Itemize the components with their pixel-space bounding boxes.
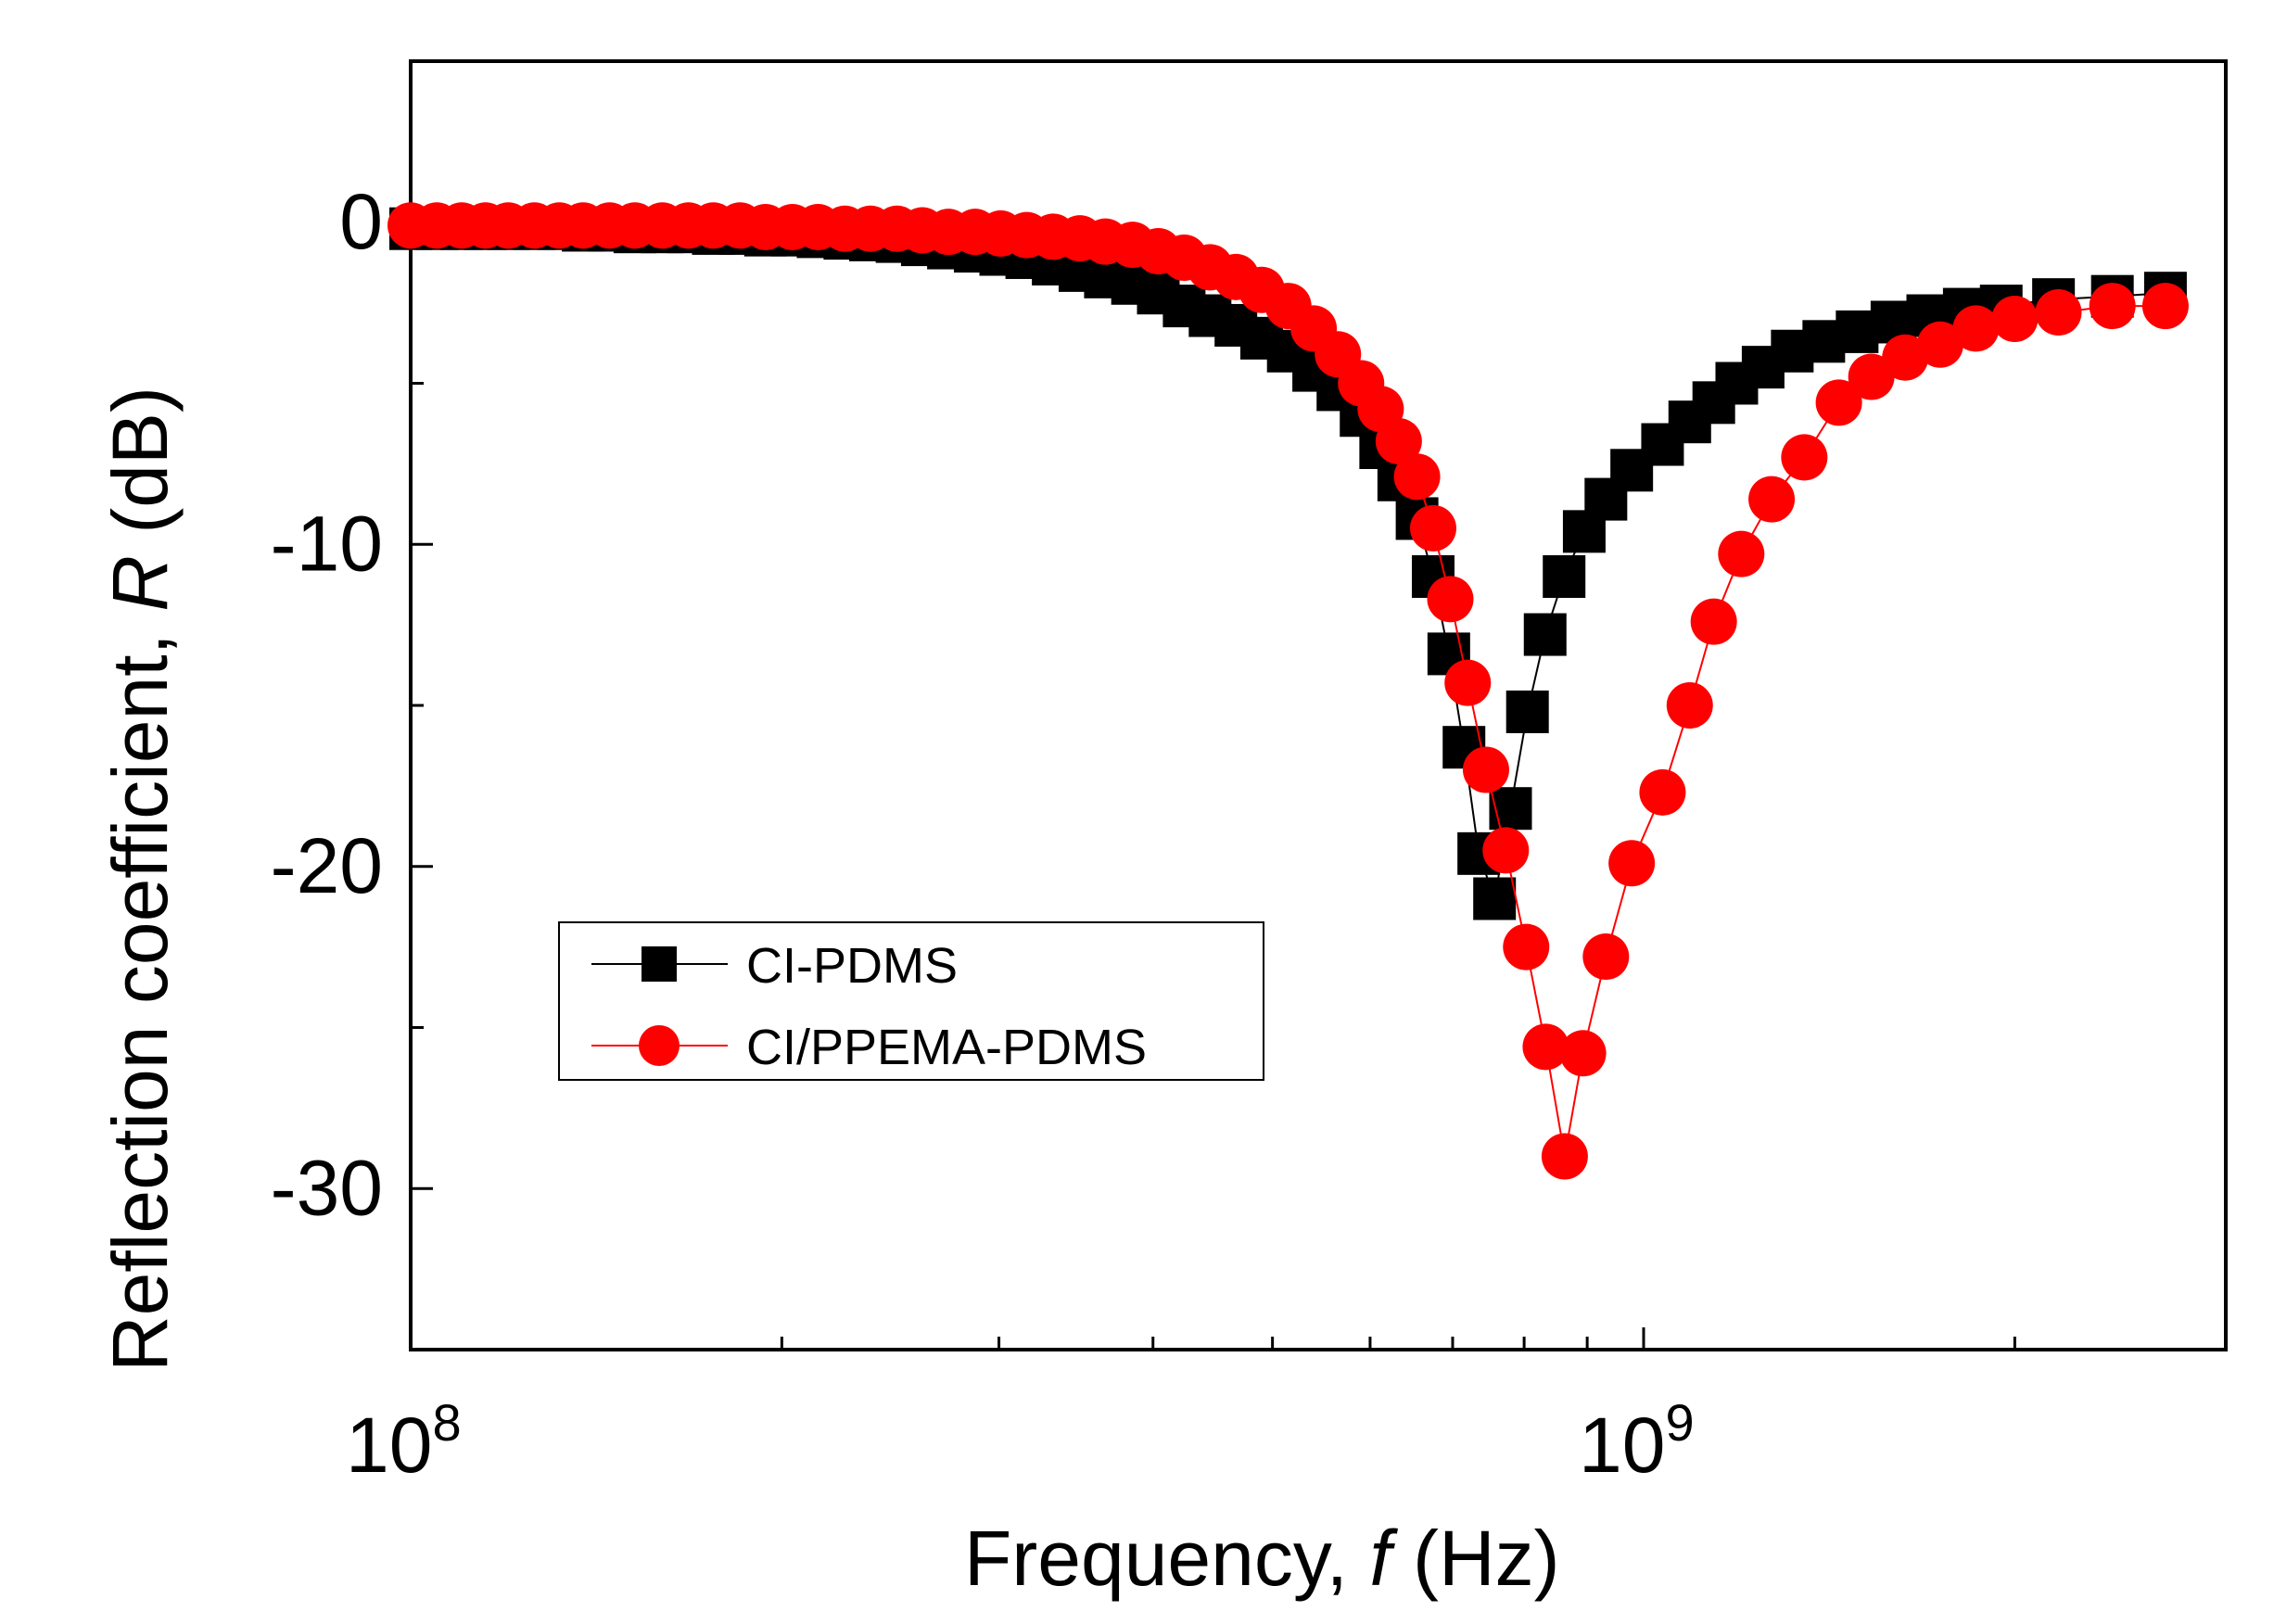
data-point-circle [1409,504,1456,552]
data-point-circle [1952,305,2000,352]
legend: CI-PDMS CI/PPEMA-PDMS [558,921,1264,1081]
data-point-circle [1748,476,1796,523]
data-point-circle [1393,453,1441,501]
data-point-circle [1559,1030,1607,1077]
data-point-circle [1541,1133,1588,1180]
data-point-circle [1882,334,1929,381]
data-point-circle [1639,768,1686,816]
y-tick-label: -30 [271,1144,383,1231]
data-point-circle [1427,576,1474,623]
y-axis-title: Reflection coefficient, R (dB) [96,387,184,1372]
data-point-circle [2035,289,2082,336]
x-tick-label: 109 [1579,1393,1695,1489]
data-point-circle [2141,283,2189,330]
data-point-circle [1690,598,1737,645]
data-point-circle [1848,353,1895,400]
data-point-circle [2089,283,2136,330]
y-tick-label: -20 [271,822,383,909]
data-point-circle [1582,933,1630,981]
data-point-circle [1666,682,1713,729]
legend-square-marker [642,946,677,982]
y-tick-label: -10 [271,500,383,587]
data-point-square [1505,690,1549,733]
data-point-circle [1608,840,1656,887]
data-point-square [1523,613,1567,656]
legend-label-ci-ppema-pdms: CI/PPEMA-PDMS [746,1020,1147,1075]
legend-circle-marker [639,1025,680,1066]
y-axis-ticks: 0 -10 -20 -30 [271,59,433,1351]
data-point-circle [1718,530,1765,577]
x-axis-title: Frequency, f (Hz) [964,1515,1560,1602]
data-point-square [1473,877,1517,920]
x-tick-label: 108 [346,1393,462,1489]
legend-entry-ci-pdms: CI-PDMS [591,938,958,994]
data-point-circle [1462,746,1509,793]
data-point-square [1543,555,1586,598]
data-point-circle [1503,923,1550,971]
data-point-circle [1375,418,1422,465]
data-point-circle [1991,296,2039,342]
series-ci-ppema-pdms [387,202,2189,1180]
legend-entry-ci-ppema-pdms: CI/PPEMA-PDMS [591,1020,1147,1075]
data-point-circle [1482,827,1530,874]
plot-area [409,59,2228,1351]
x-axis-ticks: 108 109 [346,1327,2016,1489]
series-layer [387,202,2189,1180]
data-point-circle [1444,659,1492,706]
legend-label-ci-pdms: CI-PDMS [746,938,958,994]
data-point-circle [1522,1023,1569,1071]
y-tick-label: 0 [339,178,383,265]
data-point-circle [1916,321,1963,368]
data-point-circle [1815,379,1862,426]
data-point-circle [1781,434,1828,481]
